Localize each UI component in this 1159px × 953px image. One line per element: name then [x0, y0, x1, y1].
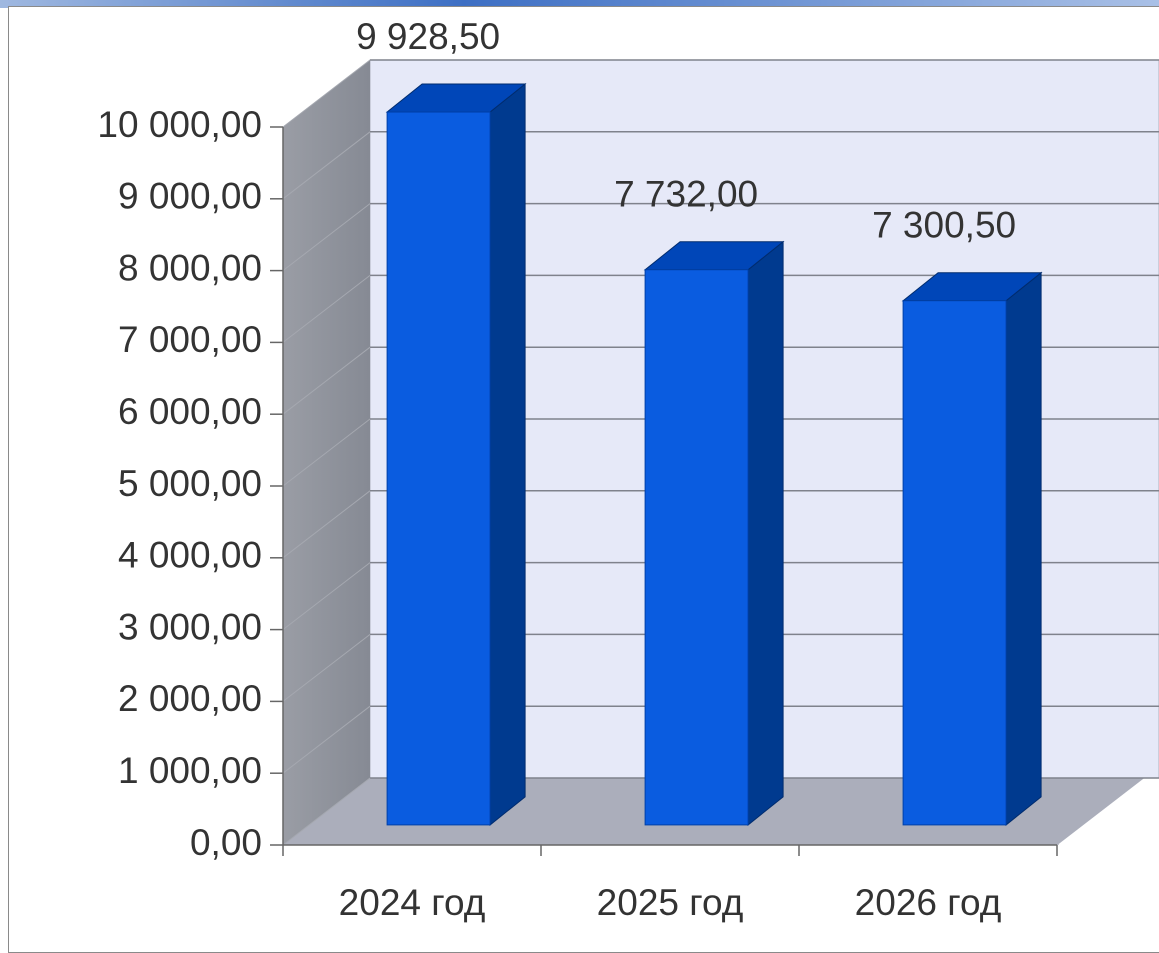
wall-grid-line: [282, 634, 371, 702]
y-tick-label: 9 000,00: [118, 176, 262, 217]
x-tick-label: 2025 год: [597, 882, 744, 923]
wall-grid-line: [282, 562, 371, 630]
floor-edge: [1058, 777, 1147, 846]
wall-grid-line: [282, 346, 371, 415]
y-tick-label: 3 000,00: [118, 606, 262, 647]
wall-grid-line: [282, 131, 371, 200]
y-tick-label: 6 000,00: [118, 391, 262, 432]
bar-side: [489, 82, 526, 826]
bar-side: [1005, 271, 1042, 826]
wall-grid-line: [282, 203, 371, 271]
y-tick-label: 8 000,00: [118, 247, 262, 288]
data-label: 7 300,50: [872, 205, 1016, 246]
wall-grid-line: [282, 59, 371, 128]
y-tick-label: 4 000,00: [118, 535, 262, 576]
wall-grid-line: [282, 275, 371, 343]
top-band: [0, 0, 1159, 8]
wall-grid-line: [282, 418, 371, 487]
y-tick-label: 2 000,00: [118, 678, 262, 719]
bar: [902, 300, 1007, 826]
y-tick-label: 0,00: [190, 822, 262, 863]
bar: [386, 111, 491, 826]
y-tick-label: 10 000,00: [97, 104, 262, 145]
y-tick-label: 7 000,00: [118, 319, 262, 360]
bar: [644, 269, 749, 826]
x-tick-label: 2024 год: [339, 882, 486, 923]
x-tick-label: 2026 год: [855, 882, 1002, 923]
y-tick-label: 1 000,00: [118, 750, 262, 791]
wall-grid-line: [282, 777, 371, 846]
wall-grid-line: [282, 490, 371, 559]
data-label: 9 928,50: [356, 16, 500, 57]
data-label: 7 732,00: [614, 174, 758, 215]
bar-side: [747, 240, 784, 826]
wall-grid-line: [282, 705, 371, 774]
y-tick-label: 5 000,00: [118, 463, 262, 504]
